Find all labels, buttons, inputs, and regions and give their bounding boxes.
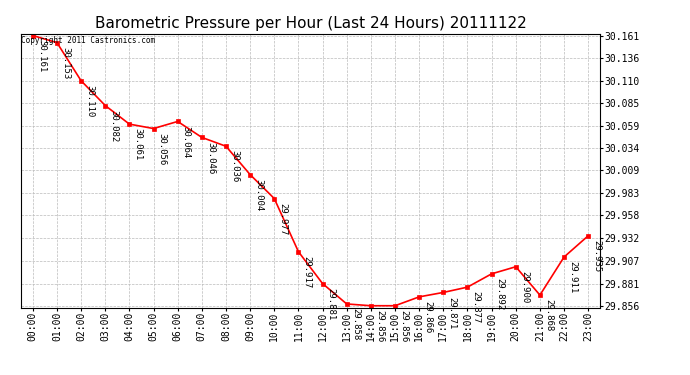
Text: 30.153: 30.153	[61, 47, 70, 79]
Text: 29.858: 29.858	[351, 308, 360, 340]
Text: Copyright 2011 Castronics.com: Copyright 2011 Castronics.com	[21, 36, 155, 45]
Text: 29.877: 29.877	[472, 291, 481, 324]
Text: 29.866: 29.866	[424, 301, 433, 333]
Text: 29.977: 29.977	[279, 203, 288, 235]
Text: 29.892: 29.892	[496, 278, 505, 310]
Text: 29.856: 29.856	[400, 310, 408, 342]
Text: 29.868: 29.868	[544, 299, 553, 332]
Text: 30.161: 30.161	[37, 40, 46, 72]
Text: 29.900: 29.900	[520, 271, 529, 303]
Text: 30.110: 30.110	[86, 85, 95, 117]
Text: 29.856: 29.856	[375, 310, 384, 342]
Text: 30.061: 30.061	[134, 128, 143, 160]
Text: 29.881: 29.881	[327, 288, 336, 320]
Title: Barometric Pressure per Hour (Last 24 Hours) 20111122: Barometric Pressure per Hour (Last 24 Ho…	[95, 16, 526, 31]
Text: 30.082: 30.082	[110, 110, 119, 142]
Text: 30.004: 30.004	[255, 179, 264, 211]
Text: 29.917: 29.917	[303, 256, 312, 288]
Text: 30.056: 30.056	[158, 133, 167, 165]
Text: 30.046: 30.046	[206, 142, 215, 174]
Text: 29.871: 29.871	[448, 297, 457, 329]
Text: 29.935: 29.935	[593, 240, 602, 272]
Text: 29.911: 29.911	[569, 261, 578, 293]
Text: 30.036: 30.036	[230, 150, 239, 183]
Text: 30.064: 30.064	[182, 126, 191, 158]
